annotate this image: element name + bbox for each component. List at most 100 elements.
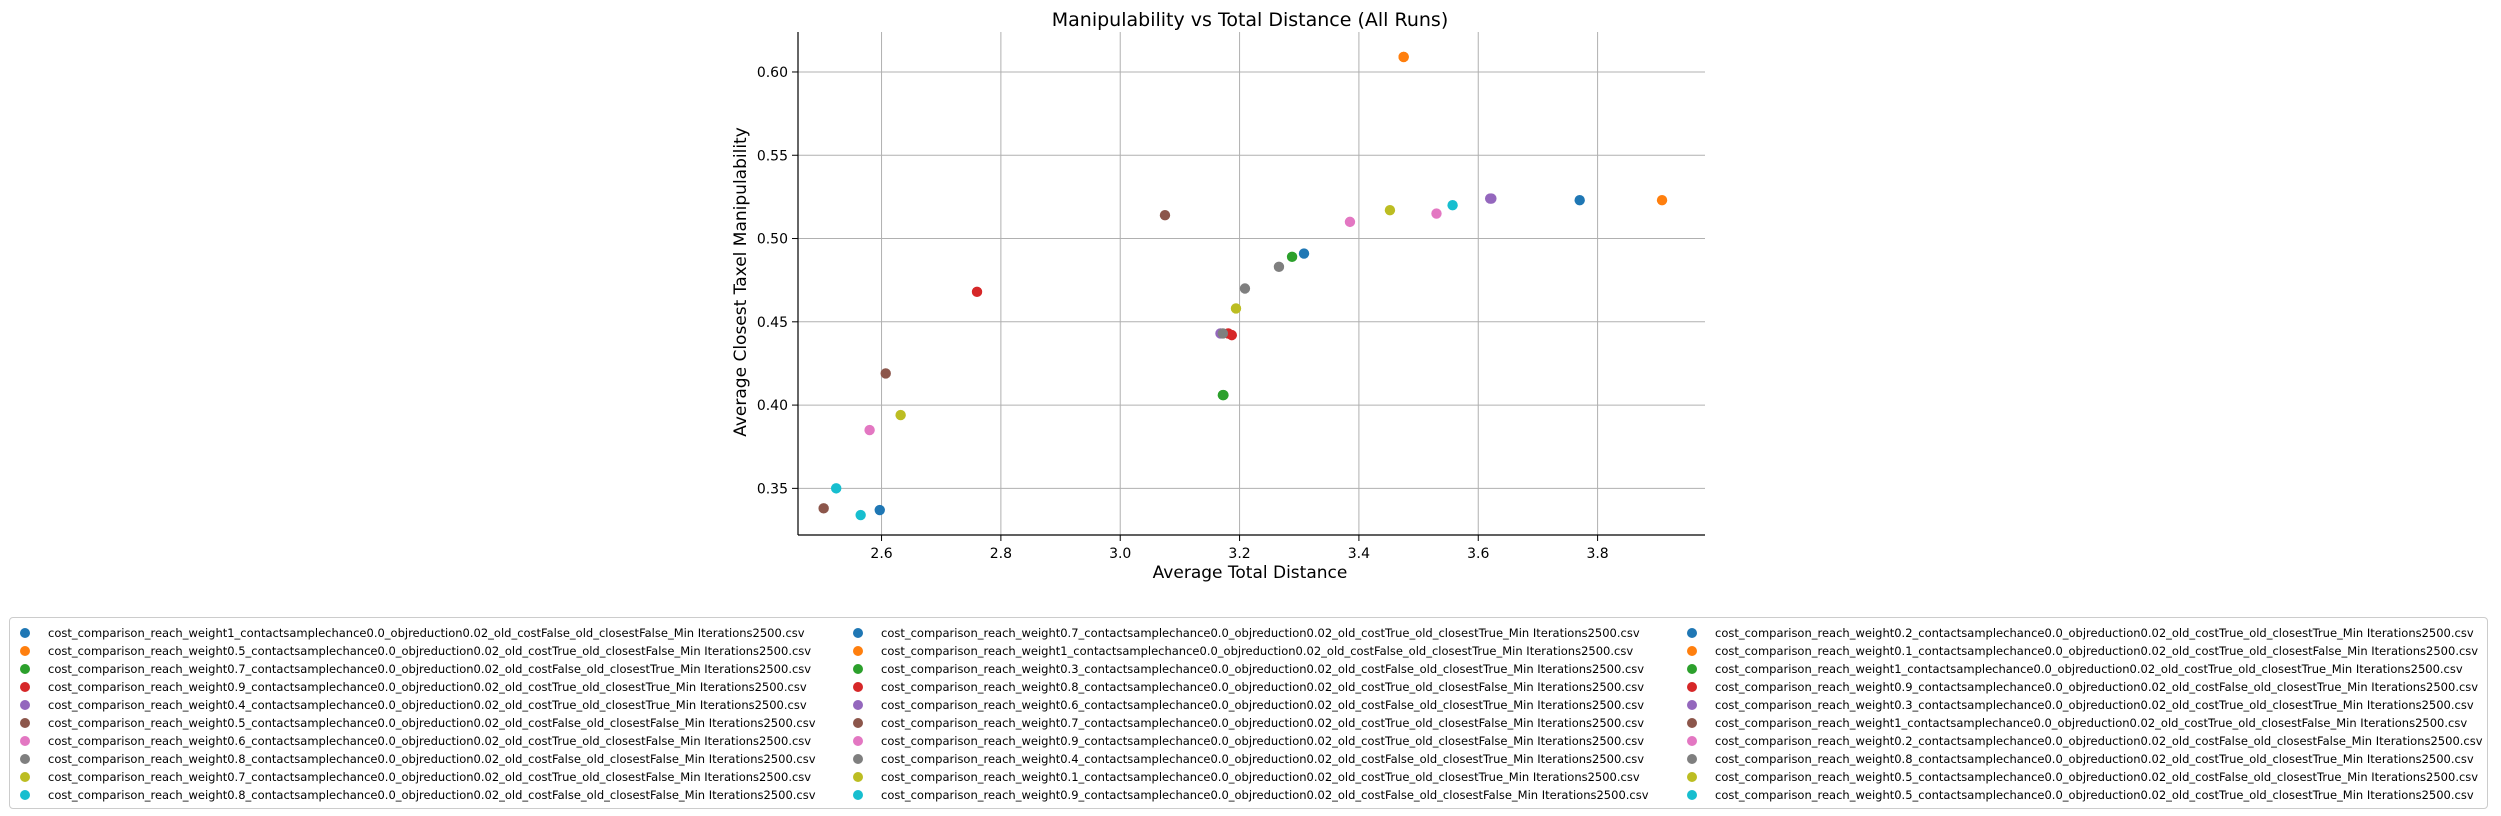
legend-label: cost_comparison_reach_weight0.1_contacts…: [1715, 644, 2479, 658]
legend-marker: [853, 628, 863, 638]
legend-label: cost_comparison_reach_weight0.6_contacts…: [881, 698, 1645, 712]
legend-label: cost_comparison_reach_weight0.9_contacts…: [1715, 680, 2479, 694]
x-tick-label: 3.4: [1348, 546, 1370, 562]
legend-label: cost_comparison_reach_weight0.5_contacts…: [48, 644, 812, 658]
legend-marker: [1687, 772, 1697, 782]
x-tick-label: 2.8: [990, 546, 1012, 562]
legend-label: cost_comparison_reach_weight1_contactsam…: [881, 644, 1634, 658]
y-tick-label: 0.50: [757, 232, 788, 248]
legend-label: cost_comparison_reach_weight0.8_contacts…: [1715, 752, 2474, 766]
legend-entry: cost_comparison_reach_weight0.1_contacts…: [1687, 643, 2478, 659]
legend-marker: [1687, 646, 1697, 656]
legend-label: cost_comparison_reach_weight0.7_contacts…: [881, 626, 1640, 640]
legend-entry: cost_comparison_reach_weight0.8_contacts…: [853, 679, 1644, 695]
legend-entry: cost_comparison_reach_weight0.6_contacts…: [853, 697, 1644, 713]
legend-entry: cost_comparison_reach_weight1_contactsam…: [1687, 715, 2467, 731]
legend-entry: cost_comparison_reach_weight1_contactsam…: [20, 625, 805, 641]
data-point: [1298, 248, 1310, 259]
legend-label: cost_comparison_reach_weight0.4_contacts…: [48, 698, 807, 712]
legend-marker: [20, 754, 30, 764]
legend-entry: cost_comparison_reach_weight0.7_contacts…: [20, 769, 811, 785]
legend-entry: cost_comparison_reach_weight1_contactsam…: [1687, 661, 2463, 677]
data-point: [1431, 208, 1442, 219]
data-point: [1218, 389, 1229, 401]
legend-marker: [853, 754, 863, 764]
legend-label: cost_comparison_reach_weight0.4_contacts…: [881, 752, 1645, 766]
legend-label: cost_comparison_reach_weight0.8_contacts…: [881, 680, 1645, 694]
grid-lines: [798, 32, 1705, 535]
legend-entry: cost_comparison_reach_weight0.8_contacts…: [20, 787, 816, 803]
legend-marker: [853, 700, 863, 710]
legend-marker: [20, 700, 30, 710]
legend-label: cost_comparison_reach_weight0.9_contacts…: [881, 788, 1649, 802]
data-point: [1226, 329, 1238, 341]
legend-marker: [20, 718, 30, 728]
legend-label: cost_comparison_reach_weight0.8_contacts…: [48, 788, 816, 802]
legend-entry: cost_comparison_reach_weight0.7_contacts…: [853, 715, 1644, 731]
data-point: [1230, 303, 1242, 314]
legend-marker: [20, 736, 30, 746]
legend-marker: [20, 790, 30, 800]
legend-marker: [1687, 682, 1697, 692]
legend-label: cost_comparison_reach_weight1_contactsam…: [1715, 716, 2468, 730]
y-tick-label: 0.60: [757, 65, 788, 81]
legend-entry: cost_comparison_reach_weight0.2_contacts…: [1687, 733, 2483, 749]
data-point: [880, 368, 891, 379]
data-point: [1159, 210, 1171, 221]
legend-marker: [20, 628, 30, 638]
x-tick-label: 3.2: [1228, 546, 1250, 562]
legend-label: cost_comparison_reach_weight0.5_contacts…: [48, 716, 816, 730]
legend-label: cost_comparison_reach_weight1_contactsam…: [48, 626, 805, 640]
y-axis-label: Average Closest Taxel Manipulability: [731, 127, 751, 437]
chart-title: Manipulability vs Total Distance (All Ru…: [1052, 9, 1448, 31]
legend-label: cost_comparison_reach_weight0.8_contacts…: [48, 752, 816, 766]
data-point: [830, 483, 842, 494]
x-tick-label: 3.0: [1109, 546, 1131, 562]
legend-marker: [853, 646, 863, 656]
data-point: [818, 503, 829, 514]
data-point: [1574, 195, 1585, 206]
legend-entry: cost_comparison_reach_weight0.3_contacts…: [853, 661, 1644, 677]
legend-entry: cost_comparison_reach_weight0.8_contacts…: [20, 751, 816, 767]
legend-label: cost_comparison_reach_weight0.7_contacts…: [48, 662, 812, 676]
data-point: [1344, 216, 1356, 228]
legend-marker: [1687, 628, 1697, 638]
legend-entry: cost_comparison_reach_weight0.9_contacts…: [853, 733, 1644, 749]
data-point: [1447, 200, 1458, 211]
legend-entry: cost_comparison_reach_weight0.3_contacts…: [1687, 697, 2474, 713]
legend-marker: [853, 790, 863, 800]
legend-marker: [853, 682, 863, 692]
legend-label: cost_comparison_reach_weight1_contactsam…: [1715, 662, 2463, 676]
y-tick-label: 0.55: [757, 148, 788, 164]
legend-entry: cost_comparison_reach_weight0.5_contacts…: [1687, 787, 2474, 803]
data-point: [1273, 261, 1285, 273]
legend-label: cost_comparison_reach_weight0.7_contacts…: [881, 716, 1645, 730]
legend-marker: [1687, 664, 1697, 674]
data-point: [1398, 51, 1409, 63]
legend-marker: [853, 736, 863, 746]
legend-entry: cost_comparison_reach_weight0.4_contacts…: [853, 751, 1644, 767]
legend-marker: [1687, 736, 1697, 746]
legend-marker: [1687, 700, 1697, 710]
scatter-chart: 2.6 2.8 3.0 3.2 3.4 3.6 3.8 0.35 0.40 0.45 0.50 0.5…: [731, 9, 1705, 583]
legend-entry: cost_comparison_reach_weight0.4_contacts…: [20, 697, 807, 713]
legend-entry: cost_comparison_reach_weight0.9_contacts…: [1687, 679, 2478, 695]
data-point: [1656, 195, 1668, 206]
legend-label: cost_comparison_reach_weight0.3_contacts…: [1715, 698, 2474, 712]
legend-entry: cost_comparison_reach_weight0.8_contacts…: [1687, 751, 2474, 767]
legend-entry: cost_comparison_reach_weight0.5_contacts…: [20, 643, 811, 659]
x-tick-label: 3.8: [1586, 546, 1608, 562]
legend-label: cost_comparison_reach_weight0.2_contacts…: [1715, 734, 2483, 748]
legend-marker: [1687, 718, 1697, 728]
legend-label: cost_comparison_reach_weight0.3_contacts…: [881, 662, 1645, 676]
data-point: [1286, 251, 1298, 263]
legend-label: cost_comparison_reach_weight0.5_contacts…: [1715, 770, 2479, 784]
legend-entry: cost_comparison_reach_weight0.1_contacts…: [853, 769, 1640, 785]
data-point: [864, 424, 875, 436]
legend-entry: cost_comparison_reach_weight0.2_contacts…: [1687, 625, 2474, 641]
legend-label: cost_comparison_reach_weight0.9_contacts…: [48, 680, 807, 694]
y-tick-label: 0.35: [757, 481, 788, 497]
legend-label: cost_comparison_reach_weight0.1_contacts…: [881, 770, 1640, 784]
legend-label: cost_comparison_reach_weight0.5_contacts…: [1715, 788, 2474, 802]
x-tick-label: 2.6: [870, 546, 892, 562]
